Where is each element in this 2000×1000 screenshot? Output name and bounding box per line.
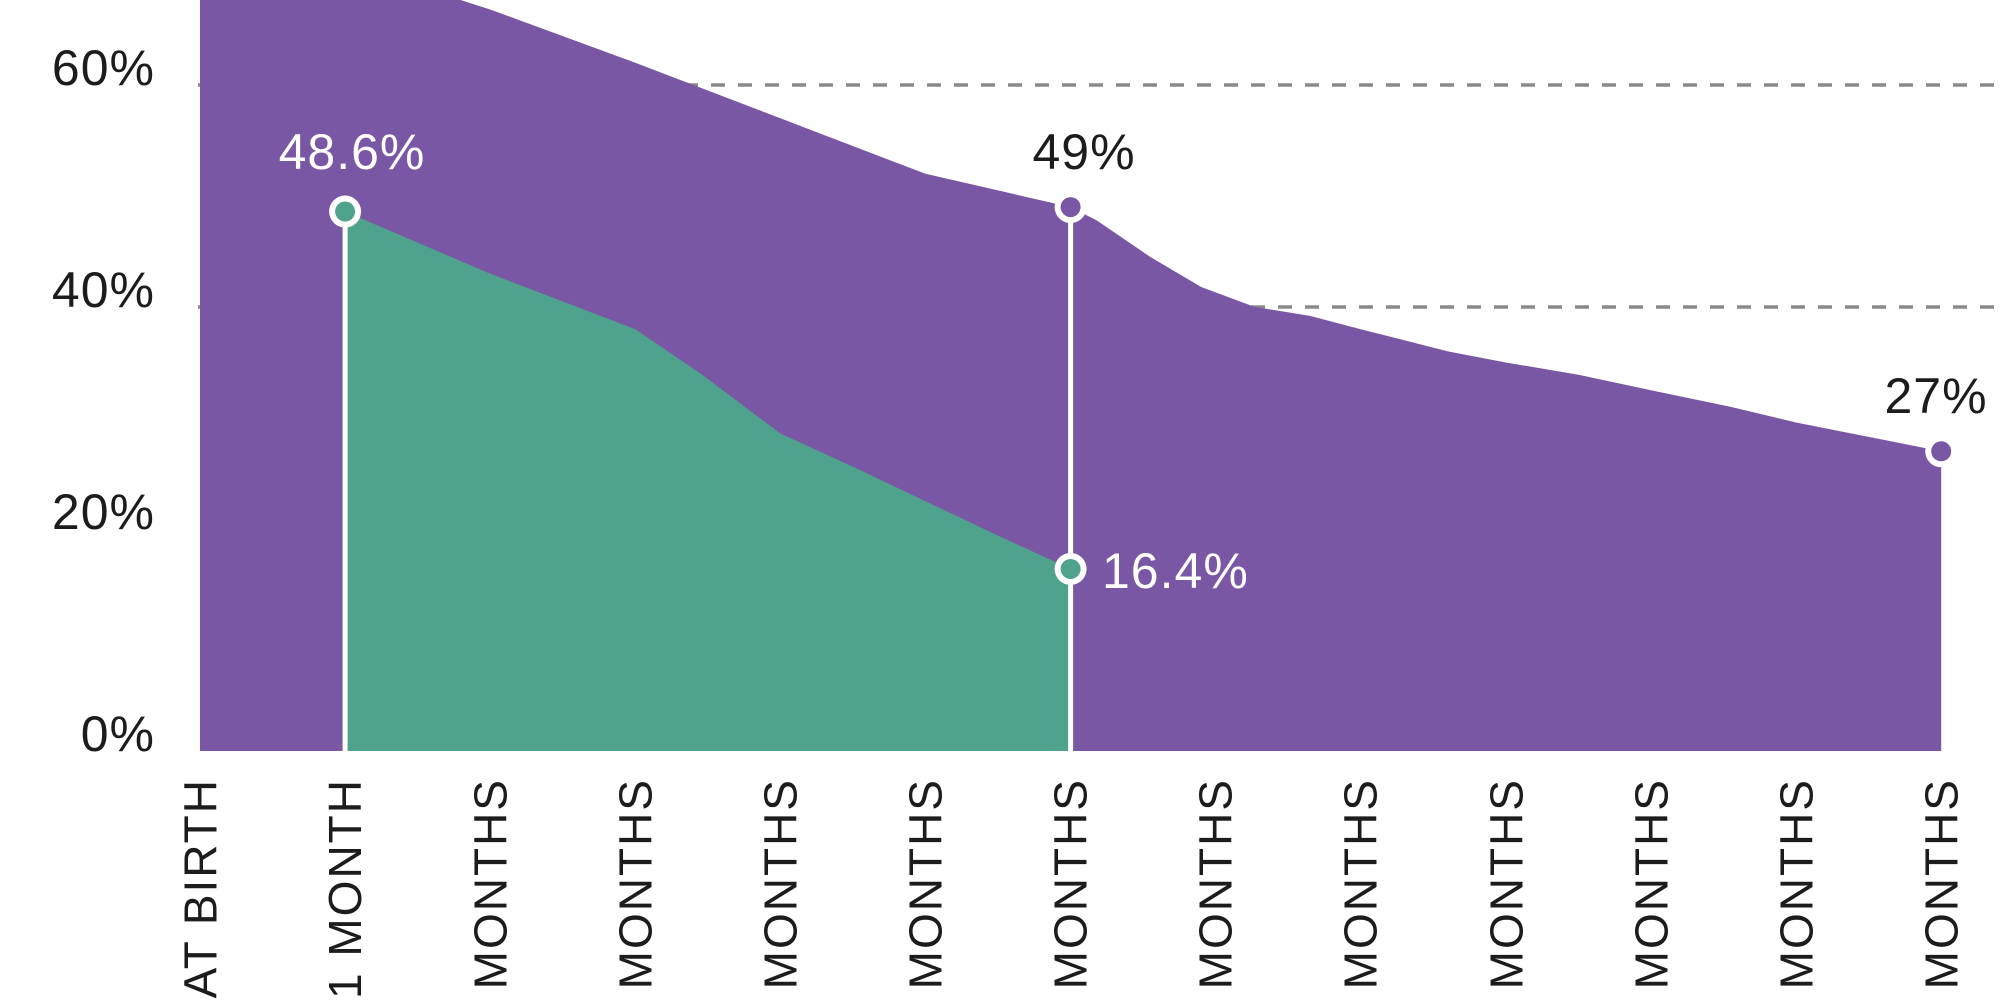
x-axis-label-month-9: MONTHS: [1479, 778, 1532, 990]
y-axis-label-40pct: 40%: [51, 262, 155, 318]
x-axis-label-month-0: AT BIRTH: [174, 778, 226, 999]
data-label-purple-6months: 49%: [1032, 124, 1136, 180]
x-axis-label-month-11: MONTHS: [1770, 778, 1823, 990]
data-label-purple-12months: 27%: [1884, 368, 1988, 424]
y-axis-label-0pct: 0%: [80, 706, 155, 762]
x-axis-label-month-5: MONTHS: [899, 778, 952, 990]
marker-dot-6m-teal-area: [1060, 558, 1081, 579]
marker-dot-1m-teal-area: [335, 201, 356, 222]
marker-dot-12m-purple-area: [1931, 441, 1952, 462]
y-axis-label-60pct: 60%: [51, 40, 155, 96]
data-label-teal-1month: 48.6%: [278, 124, 426, 180]
y-axis-label-20pct: 20%: [51, 484, 155, 540]
x-axis-label-month-12: MONTHS: [1915, 778, 1968, 990]
data-label-teal-6months: 16.4%: [1102, 543, 1249, 599]
x-axis-label-month-2: MONTHS: [464, 778, 517, 990]
marker-dot-6m-purple-area: [1060, 197, 1081, 218]
x-axis-label-month-6: MONTHS: [1044, 778, 1097, 990]
x-axis-label-month-1: 1 MONTH: [319, 778, 372, 999]
area-teal-area: [345, 211, 1071, 752]
x-axis-label-month-10: MONTHS: [1625, 778, 1677, 990]
x-axis-label-month-7: MONTHS: [1189, 778, 1242, 990]
x-axis-label-month-8: MONTHS: [1334, 778, 1387, 990]
x-axis-label-month-4: MONTHS: [754, 778, 807, 990]
x-axis-label-month-3: MONTHS: [609, 778, 662, 990]
